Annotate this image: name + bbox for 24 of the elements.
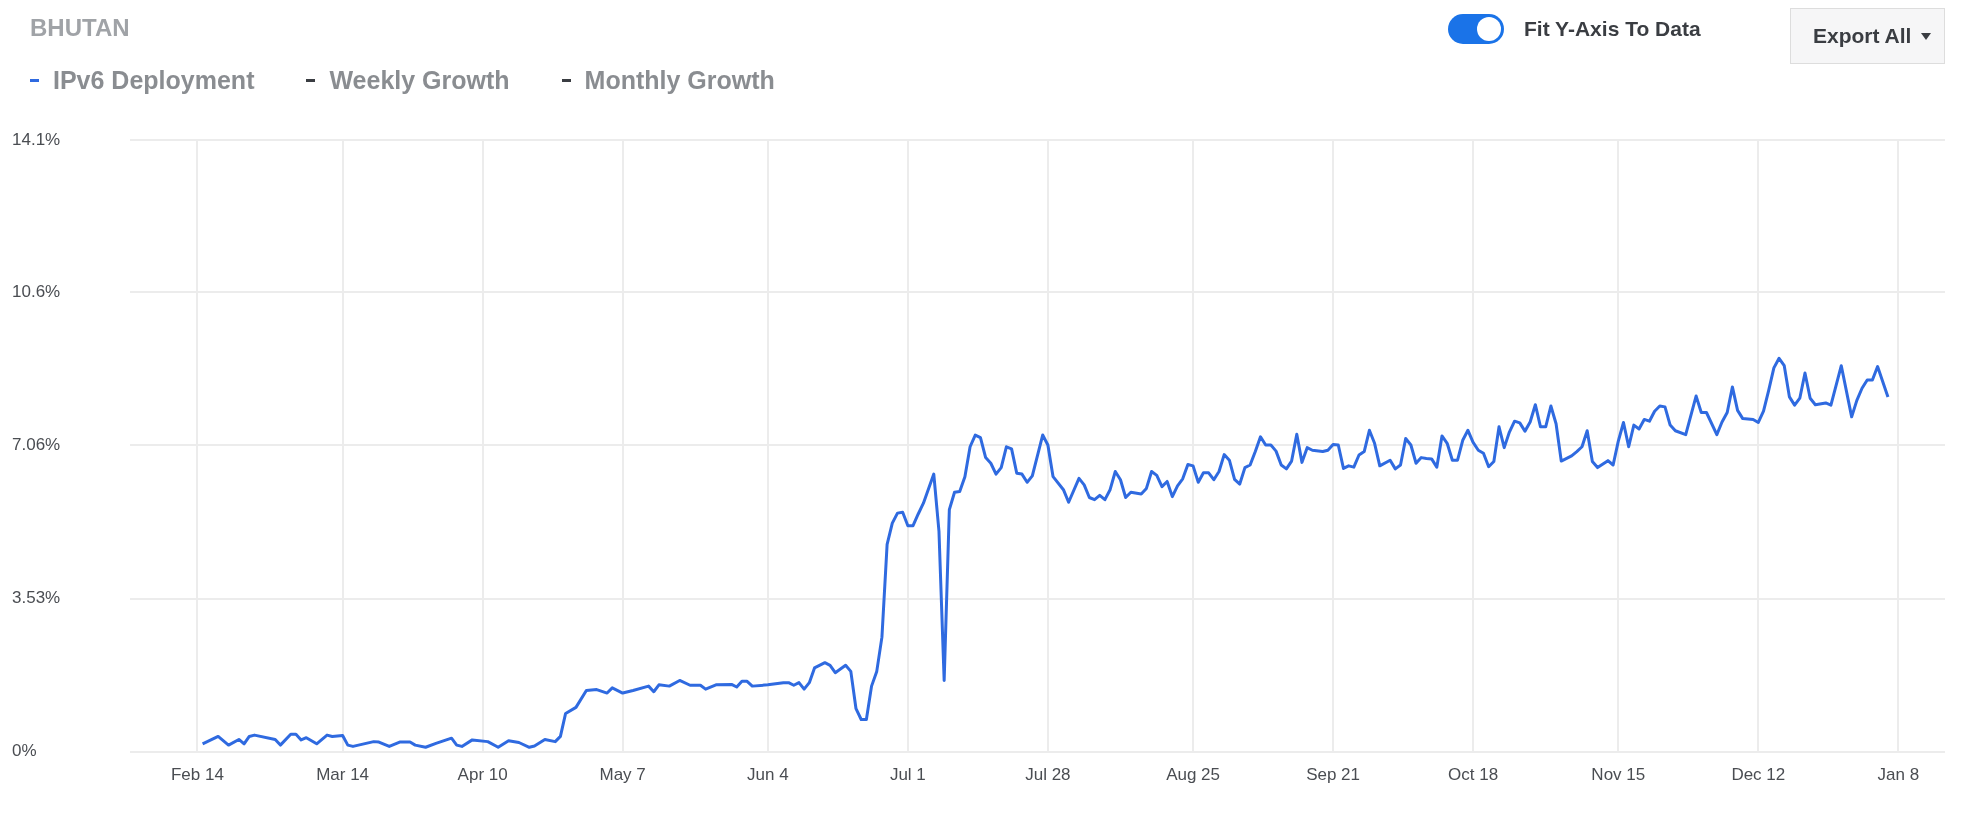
x-tick-label: Jun 4 — [747, 765, 789, 785]
y-tick-label: 14.1% — [12, 129, 61, 149]
export-button: Export All — [1790, 8, 1945, 64]
legend-label: Weekly Growth — [329, 66, 510, 95]
x-tick-label: Jan 8 — [1877, 765, 1920, 785]
legend-label: IPv6 Deployment — [53, 66, 255, 95]
x-tick-label: Jul 28 — [1025, 765, 1071, 785]
text: Fit Y-Axis To Data — [1524, 17, 1701, 41]
x-tick-label: Sep 21 — [1306, 765, 1361, 785]
y-tick-label: 0% — [12, 741, 37, 761]
x-tick-label: Dec 12 — [1731, 765, 1786, 785]
x-tick-label: Oct 18 — [1448, 765, 1499, 785]
legend-label: Monthly Growth — [584, 66, 775, 95]
x-tick-label: Nov 15 — [1591, 765, 1646, 785]
chart-title: BHUTAN — [30, 14, 130, 42]
x-tick-label: Feb 14 — [170, 765, 224, 785]
y-tick-label: 10.6% — [12, 281, 61, 301]
y-tick-label: 7.06% — [12, 435, 61, 455]
x-tick-label: Mar 14 — [316, 765, 370, 785]
x-tick-label: Jul 1 — [889, 765, 926, 785]
x-tick-label: May 7 — [599, 765, 646, 785]
x-tick-label: Apr 10 — [457, 765, 508, 785]
x-tick-label: Aug 25 — [1166, 765, 1221, 785]
y-tick-label: 3.53% — [12, 588, 61, 608]
